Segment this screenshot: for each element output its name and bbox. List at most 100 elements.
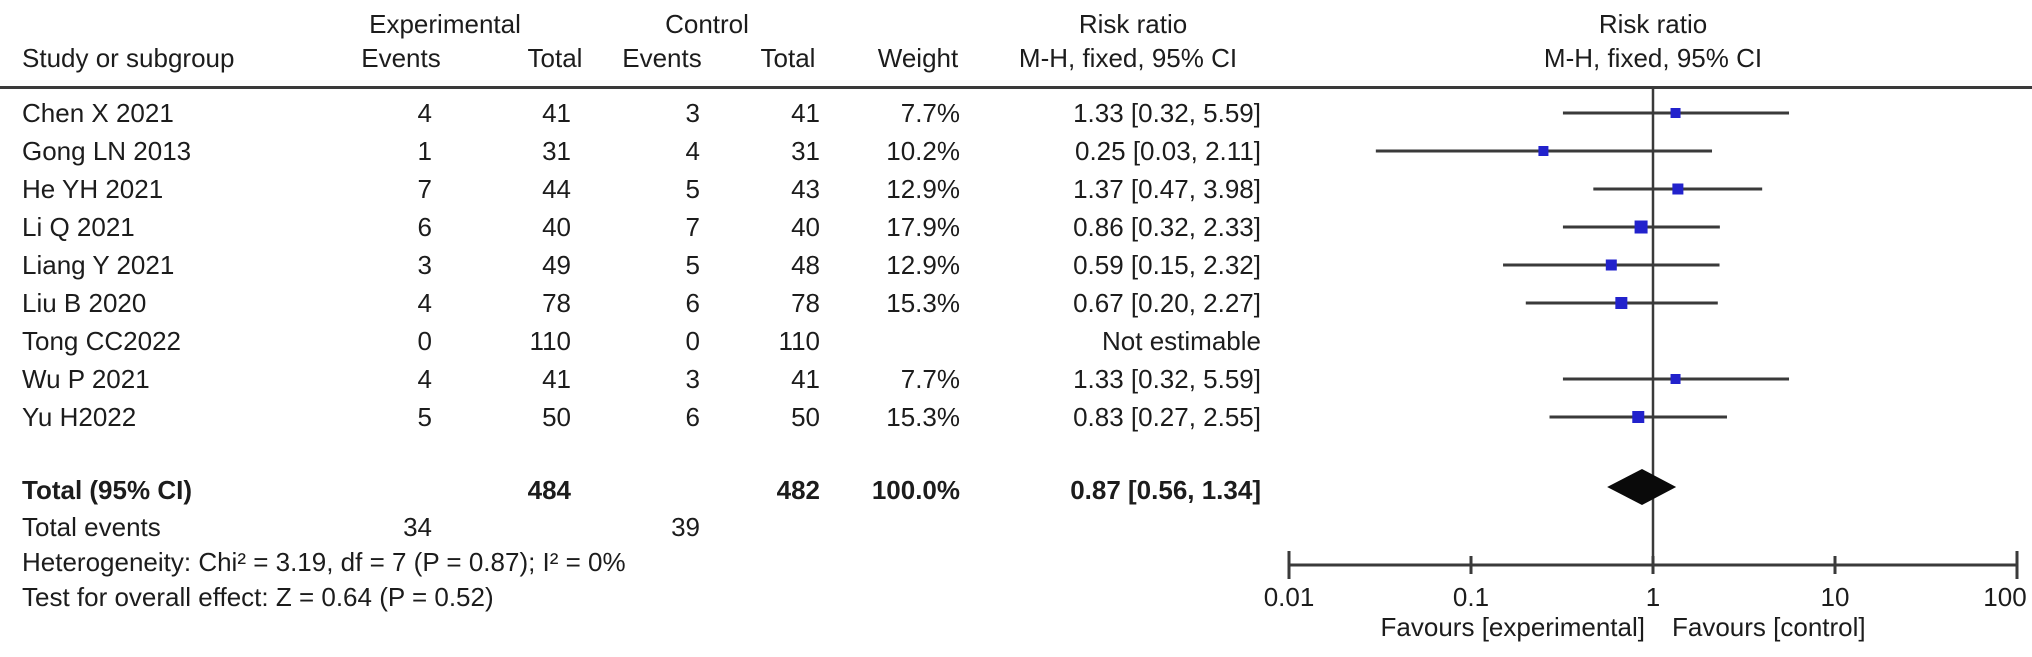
mh-fixed-ci-column-header: M-H, fixed, 95% CI xyxy=(1018,43,1238,73)
heterogeneity-text: Heterogeneity: Chi² = 3.19, df = 7 (P = … xyxy=(22,547,626,577)
exp-events-value: 5 xyxy=(417,402,432,432)
plot-subtitle: M-H, fixed, 95% CI xyxy=(1543,43,1763,73)
exp-total-column-header: Total xyxy=(527,43,583,73)
effect-marker xyxy=(1670,374,1681,384)
rr-ci-value: 0.59 [0.15, 2.32] xyxy=(1073,250,1261,280)
ctrl-events-value: 6 xyxy=(685,402,700,432)
exp-total-value: 31 xyxy=(542,136,571,166)
total-events-ctrl: 39 xyxy=(671,512,700,542)
ctrl-events-value: 6 xyxy=(685,288,700,318)
total-weight: 100.0% xyxy=(871,475,960,505)
total-label: Total (95% CI) xyxy=(22,475,192,505)
total-row: Total (95% CI) 484 482 100.0% 0.87 [0.56… xyxy=(0,471,2032,509)
rr-ci-value: 0.86 [0.32, 2.33] xyxy=(1073,212,1261,242)
exp-total-value: 50 xyxy=(542,402,571,432)
study-row: He YH 2021 7 44 5 43 12.9% 1.37 [0.47, 3.98] xyxy=(0,170,2032,208)
favours-experimental-label: Favours [experimental] xyxy=(1380,612,1645,642)
ctrl-total-value: 41 xyxy=(791,364,820,394)
total-events-exp: 34 xyxy=(403,512,432,542)
weight-value: 12.9% xyxy=(886,250,960,280)
study-row: Li Q 2021 6 40 7 40 17.9% 0.86 [0.32, 2.33] xyxy=(0,208,2032,246)
exp-events-value: 0 xyxy=(417,326,432,356)
header-separator-line xyxy=(0,86,2032,89)
rr-ci-value: 0.67 [0.20, 2.27] xyxy=(1073,288,1261,318)
ctrl-events-value: 3 xyxy=(685,98,700,128)
experimental-group-header: Experimental xyxy=(369,9,521,39)
axis-tick-label: 0.1 xyxy=(1452,582,1490,612)
weight-value: 17.9% xyxy=(886,212,960,242)
weight-value: 7.7% xyxy=(900,98,960,128)
axis-tick-label: 10 xyxy=(1820,582,1850,612)
ctrl-total-value: 110 xyxy=(778,326,820,356)
total-events-row: Total events 34 39 xyxy=(0,508,2032,546)
ctrl-events-value: 5 xyxy=(685,174,700,204)
effect-marker xyxy=(1615,297,1628,309)
study-name: Li Q 2021 xyxy=(22,212,135,242)
exp-total-value: 110 xyxy=(529,326,571,356)
total-rr-ci: 0.87 [0.56, 1.34] xyxy=(1070,475,1261,505)
rr-ci-value: 0.25 [0.03, 2.11] xyxy=(1075,136,1261,166)
ctrl-events-value: 3 xyxy=(685,364,700,394)
study-name: He YH 2021 xyxy=(22,174,164,204)
ctrl-events-value: 7 xyxy=(685,212,700,242)
axis-tick-label: 1 xyxy=(1645,582,1661,612)
ctrl-total-value: 48 xyxy=(791,250,820,280)
weight-value: 15.3% xyxy=(886,402,960,432)
ctrl-total-value: 43 xyxy=(791,174,820,204)
effect-marker xyxy=(1632,411,1645,423)
study-name: Liu B 2020 xyxy=(22,288,147,318)
exp-events-value: 3 xyxy=(417,250,432,280)
exp-events-value: 4 xyxy=(417,364,432,394)
study-row: Liu B 2020 4 78 6 78 15.3% 0.67 [0.20, 2.27] xyxy=(0,284,2032,322)
ctrl-total-value: 50 xyxy=(791,402,820,432)
effect-marker xyxy=(1634,220,1648,234)
study-name: Chen X 2021 xyxy=(22,98,174,128)
weight-value: 12.9% xyxy=(886,174,960,204)
exp-events-value: 4 xyxy=(417,98,432,128)
study-name: Yu H2022 xyxy=(22,402,137,432)
exp-events-column-header: Events xyxy=(361,43,441,73)
ctrl-total-value: 40 xyxy=(791,212,820,242)
header-row-columns: Study or subgroup Events Total Events To… xyxy=(0,42,2032,74)
ctrl-total-column-header: Total xyxy=(760,43,816,73)
study-row: Yu H2022 5 50 6 50 15.3% 0.83 [0.27, 2.55] xyxy=(0,398,2032,436)
rr-ci-value: 1.33 [0.32, 5.59] xyxy=(1073,364,1261,394)
total-ctrl-total: 482 xyxy=(776,475,820,505)
total-diamond xyxy=(1607,469,1677,505)
rr-ci-value: 1.37 [0.47, 3.98] xyxy=(1073,174,1261,204)
weight-column-header: Weight xyxy=(877,43,959,73)
exp-events-value: 7 xyxy=(417,174,432,204)
axis-tick-label: 0.01 xyxy=(1263,582,1315,612)
control-group-header: Control xyxy=(665,9,749,39)
rr-ci-value: Not estimable xyxy=(1102,326,1261,356)
total-exp-total: 484 xyxy=(527,475,571,505)
plot-title: Risk ratio xyxy=(1598,9,1708,39)
header-row-groups: Experimental Control Risk ratio Risk rat… xyxy=(0,8,2032,40)
riskratio-column-header: Risk ratio xyxy=(1078,9,1188,39)
overall-effect-text: Test for overall effect: Z = 0.64 (P = 0… xyxy=(22,582,494,612)
rr-ci-value: 1.33 [0.32, 5.59] xyxy=(1073,98,1261,128)
total-events-label: Total events xyxy=(22,512,161,542)
exp-events-value: 4 xyxy=(417,288,432,318)
effect-marker xyxy=(1672,183,1684,195)
study-row: Tong CC2022 0 110 0 110 Not estimable xyxy=(0,322,2032,360)
exp-events-value: 6 xyxy=(417,212,432,242)
rr-ci-value: 0.83 [0.27, 2.55] xyxy=(1073,402,1261,432)
ctrl-events-value: 4 xyxy=(685,136,700,166)
overall-effect-row: Test for overall effect: Z = 0.64 (P = 0… xyxy=(0,578,2032,616)
study-column-header: Study or subgroup xyxy=(22,43,235,73)
study-name: Tong CC2022 xyxy=(22,326,181,356)
ctrl-total-value: 41 xyxy=(791,98,820,128)
weight-value: 10.2% xyxy=(886,136,960,166)
ctrl-events-column-header: Events xyxy=(622,43,702,73)
exp-total-value: 40 xyxy=(542,212,571,242)
study-row: Wu P 2021 4 41 3 41 7.7% 1.33 [0.32, 5.59] xyxy=(0,360,2032,398)
exp-events-value: 1 xyxy=(417,136,432,166)
heterogeneity-row: Heterogeneity: Chi² = 3.19, df = 7 (P = … xyxy=(0,543,2032,581)
exp-total-value: 78 xyxy=(542,288,571,318)
study-name: Liang Y 2021 xyxy=(22,250,175,280)
study-row: Chen X 2021 4 41 3 41 7.7% 1.33 [0.32, 5.59] xyxy=(0,94,2032,132)
ctrl-events-value: 0 xyxy=(685,326,700,356)
